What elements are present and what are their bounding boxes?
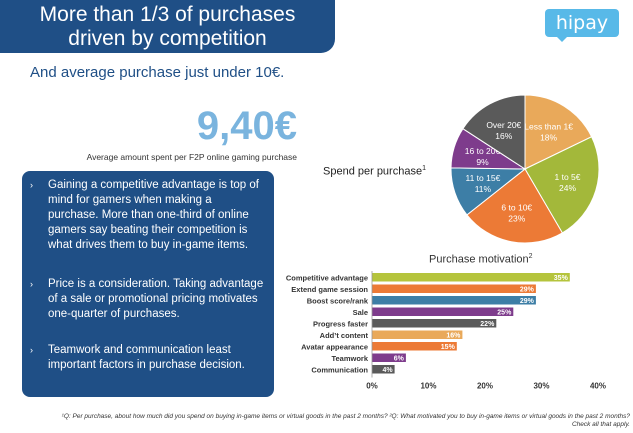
bar-value-label: 25% — [497, 310, 512, 317]
bar-value-label: 22% — [480, 321, 495, 328]
spend-per-purchase-pie-chart: Less than 1€18% 1 to 5€24% 6 to 10€23% 11 t… — [450, 94, 600, 244]
pie-slice-value-label: 16% — [495, 131, 512, 141]
pie-slice-label: 6 to 10€ — [501, 203, 532, 213]
bar-category-label: Extend game session — [291, 285, 368, 294]
bar — [372, 319, 497, 328]
pie-slice-label: Less than 1€ — [524, 121, 573, 131]
logo-speech-tail — [556, 36, 568, 42]
hipay-logo: hipay — [545, 9, 619, 37]
insight-bullet: › Price is a consideration. Taking advan… — [30, 277, 265, 322]
bar-category-label: Sale — [353, 308, 368, 317]
pie-slice — [524, 94, 593, 170]
title-banner: More than 1/3 of purchases driven by com… — [0, 0, 335, 53]
bar-axis-tick-label: 20% — [477, 382, 493, 391]
insight-text: Teamwork and communication least importa… — [48, 344, 245, 371]
bar — [372, 330, 463, 339]
bar — [372, 353, 406, 362]
bar — [372, 273, 570, 282]
pie-slice-value-label: 18% — [540, 132, 557, 142]
pie-slice-value-label: 23% — [508, 214, 525, 224]
bar-chart-title-text: Purchase motivation — [429, 253, 529, 266]
bar — [372, 296, 536, 305]
bar — [372, 284, 536, 293]
bar-value-label: 15% — [441, 344, 456, 351]
pie-chart-title-text: Spend per purchase — [323, 165, 423, 178]
pie-slice-value-label: 11% — [475, 184, 492, 194]
bar-category-label: Boost score/rank — [307, 297, 369, 306]
bar — [372, 307, 514, 316]
footnote: ¹Q: Per purchase, about how much did you… — [61, 413, 630, 428]
pie-chart-title-marker: 1 — [422, 165, 426, 172]
pie-slice-label: 16 to 20€ — [465, 146, 501, 156]
title-line-1: More than 1/3 of purchases — [39, 3, 296, 26]
bar-axis-tick-label: 40% — [590, 382, 606, 391]
bar — [372, 342, 457, 351]
bullet-dot-icon: › — [30, 345, 33, 355]
bar-chart-title-marker: 2 — [528, 253, 533, 260]
bar-value-label: 29% — [520, 298, 535, 305]
bar-category-label: Add’t content — [320, 331, 369, 340]
pie-slice — [524, 136, 600, 234]
bar-value-label: 16% — [446, 333, 461, 340]
average-purchase-caption: Average amount spent per F2P online gami… — [86, 152, 297, 162]
bar-category-label: Progress faster — [313, 320, 368, 329]
pie-slice-value-label: 9% — [476, 157, 489, 167]
pie-slice-label: 1 to 5€ — [555, 172, 581, 182]
bar-category-label: Competitive advantage — [286, 274, 368, 283]
pie-slice-value-label: 24% — [559, 183, 576, 193]
bar-category-label: Avatar appearance — [301, 343, 368, 352]
title-line-2: driven by competition — [68, 27, 267, 50]
insight-text: Gaining a competitive advantage is top o… — [48, 179, 259, 251]
pie-slice — [466, 168, 564, 244]
pie-slice-label: Over 20€ — [486, 120, 521, 130]
insight-bullet: › Gaining a competitive advantage is top… — [30, 178, 265, 253]
bar-chart-title: Purchase motivation2 — [429, 253, 533, 266]
average-purchase-value: 9,40€ — [196, 104, 297, 148]
bullet-dot-icon: › — [30, 180, 33, 190]
bar-axis-tick-label: 30% — [533, 382, 549, 391]
bar-axis-tick-label: 0% — [366, 382, 378, 391]
bar-category-label: Teamwork — [331, 354, 368, 363]
insights-box: › Gaining a competitive advantage is top… — [22, 171, 274, 397]
bar-value-label: 6% — [394, 356, 405, 363]
pie-slice-label: 11 to 15€ — [465, 173, 500, 183]
bar-value-label: 4% — [382, 367, 393, 374]
pie-chart-title: Spend per purchase1 — [323, 165, 426, 178]
bar-value-label: 35% — [554, 275, 569, 282]
bar-axis-tick-label: 10% — [420, 382, 436, 391]
bar — [372, 365, 395, 374]
bullet-dot-icon: › — [30, 279, 33, 289]
subtitle: And average purchase just under 10€. — [30, 64, 285, 81]
pie-slice — [462, 94, 526, 170]
purchase-motivation-bar-chart: Competitive advantage 35% Extend game sess… — [286, 271, 606, 391]
insight-bullet: › Teamwork and communication least impor… — [30, 343, 265, 373]
bar-value-label: 29% — [520, 287, 535, 294]
bar-category-label: Communication — [311, 366, 368, 375]
insight-text: Price is a consideration. Taking advanta… — [48, 278, 264, 320]
